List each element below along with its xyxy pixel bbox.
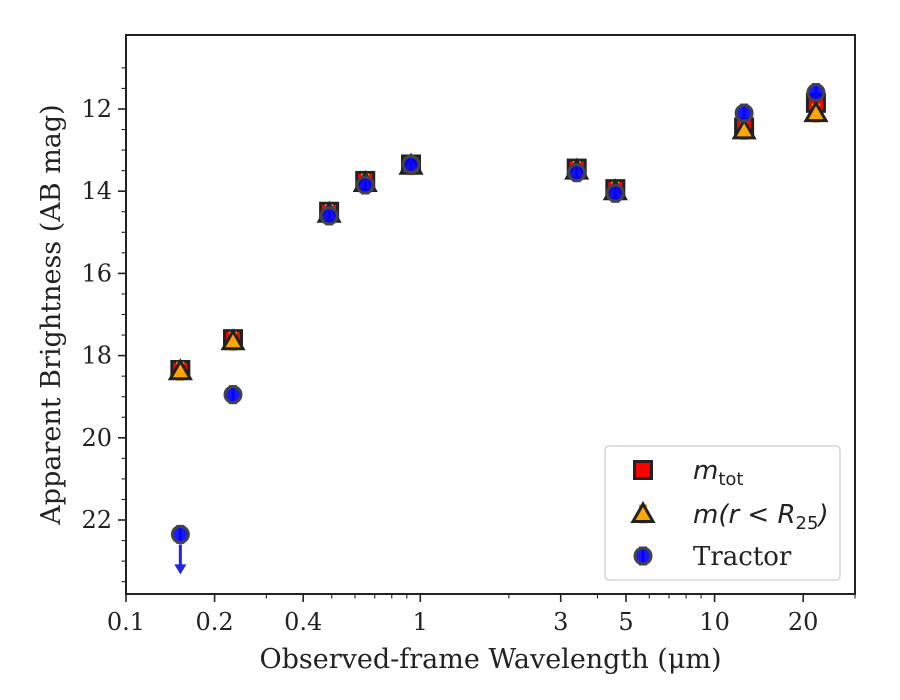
circle-point [355,175,375,195]
x-tick-label: 20 [788,608,819,636]
circle-marker [567,163,587,183]
triangle-marker [731,117,757,140]
legend-label: m(r < R25) [693,500,829,534]
x-axis-label: Observed-frame Wavelength (μm) [259,644,721,675]
circle-point [734,103,754,123]
triangle-marker [630,500,656,523]
data-marks [167,83,829,575]
x-tick-label: 3 [553,608,568,636]
circle-marker [734,103,754,123]
circle-marker [319,206,339,226]
circle-marker [355,175,375,195]
circle-marker [223,385,243,405]
circle-point [170,524,190,544]
circle-marker [170,524,190,544]
x-tick-label: 5 [618,608,633,636]
legend-label: mtot [693,456,743,490]
triangle-marker [803,100,829,123]
upper-limit-arrowhead [174,564,187,575]
circle-marker [633,546,653,566]
legend-box [604,445,841,581]
y-tick-label: 14 [81,177,112,205]
y-tick-label: 12 [81,95,112,123]
x-tick-label: 0.4 [284,608,322,636]
triangle-point [803,100,829,123]
y-tick-label: 20 [81,424,112,452]
axis-ticks: 0.1 0.2 0.4 1 3 5 10 20 12 14 16 18 20 22 [81,67,856,636]
series-square [170,92,826,380]
y-tick-label: 16 [81,259,112,287]
x-tick-label: 1 [413,608,428,636]
x-tick-label: 0.2 [196,608,234,636]
legend: mtot m(r < R25) Tractor [604,445,841,581]
legend-marker-square [633,460,653,480]
y-tick-label: 18 [81,342,112,370]
circle-point [567,163,587,183]
circle-point [806,83,826,103]
x-tick-label: 10 [699,608,730,636]
circle-point [319,206,339,226]
plot-frame [125,34,856,595]
triangle-point [220,328,246,351]
circle-point [223,385,243,405]
legend-marker-circle [633,546,653,566]
circle-point [605,183,625,203]
legend-marker-triangle [630,500,656,524]
x-tick-label: 0.1 [107,608,145,636]
triangle-point [167,358,193,381]
legend-label: Tractor [693,542,792,572]
series-circle [170,83,826,575]
circle-marker [605,183,625,203]
circle-marker [806,83,826,103]
circle-marker [401,154,421,174]
triangle-marker [220,328,246,351]
circle-point [401,154,421,174]
y-axis-label: Apparent Brightness (AB mag) [36,104,67,525]
triangle-marker [167,358,193,381]
square-marker [633,460,653,480]
series-triangle [167,100,829,381]
y-tick-label: 22 [81,506,112,534]
